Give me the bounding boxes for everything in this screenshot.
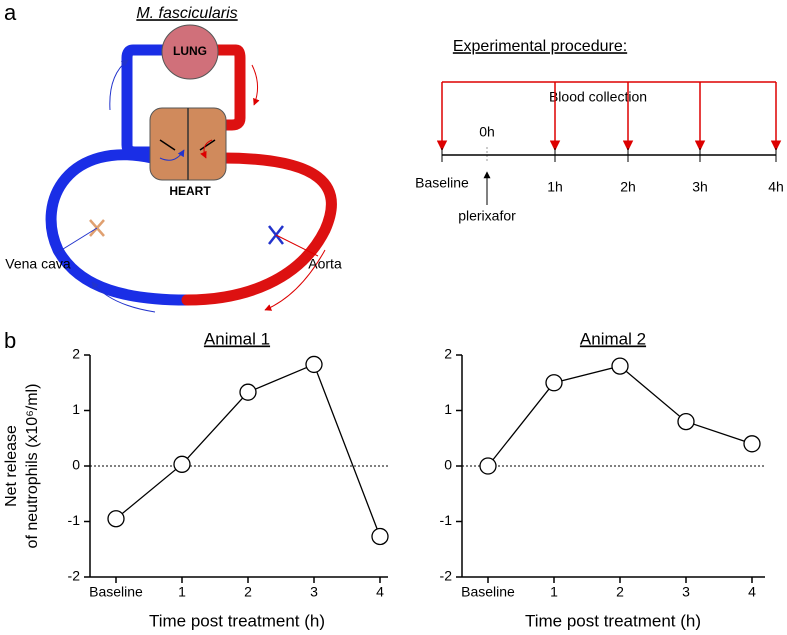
y-axis-label: Net release (3, 425, 20, 507)
x-tick-label: Baseline (461, 584, 515, 600)
vein-label: Vena cava (5, 256, 71, 272)
panel-label: b (4, 328, 16, 353)
y-tick-label: 0 (444, 457, 452, 473)
data-point (743, 435, 761, 453)
y-tick-label: -1 (68, 512, 81, 528)
y-tick-label: -2 (68, 568, 81, 584)
flow-arrow (200, 139, 213, 159)
x-tick-label: 3 (310, 584, 318, 600)
panel-label: a (4, 0, 17, 25)
flow-arrow (264, 249, 326, 311)
drug-label: plerixafor (458, 208, 516, 224)
artery-label: Aorta (308, 256, 342, 272)
heart-label: HEART (169, 184, 211, 198)
collection-label: Blood collection (549, 89, 647, 105)
x-tick-label: 1 (178, 584, 186, 600)
data-line (487, 365, 753, 467)
timepoint-label: 1h (547, 179, 563, 195)
y-tick-label: 2 (444, 346, 452, 362)
pointer (275, 234, 319, 257)
y-tick-label: -1 (440, 512, 453, 528)
flow-arrow (251, 64, 260, 106)
data-point (305, 355, 323, 374)
y-tick-label: 0 (72, 457, 80, 473)
chart-title: Animal 1 (204, 329, 270, 348)
procedure-title: Experimental procedure: (453, 38, 627, 55)
y-tick-label: 1 (444, 401, 452, 417)
pointer (54, 227, 98, 255)
zero-label: 0h (479, 124, 495, 140)
data-point (677, 412, 695, 431)
vessels (45, 44, 337, 306)
x-axis-label: Time post treatment (h) (525, 611, 701, 630)
x-tick-label: 1 (550, 584, 558, 600)
x-tick-label: 4 (376, 584, 384, 600)
x-tick-label: 2 (244, 584, 252, 600)
data-point (371, 527, 389, 546)
flow-arrow (91, 281, 156, 313)
x-tick-label: 3 (682, 584, 690, 600)
data-point (107, 510, 125, 528)
y-axis-label: of neutrophils (x10⁶/ml) (24, 384, 41, 549)
timepoint-label: 2h (620, 179, 636, 195)
chart-title: Animal 2 (580, 329, 646, 348)
timepoint-label: 3h (692, 179, 708, 195)
x-tick-label: 4 (748, 584, 756, 600)
timepoint-label: 4h (768, 179, 784, 195)
y-tick-label: -2 (440, 568, 453, 584)
data-point (611, 357, 629, 375)
x-axis-label: Time post treatment (h) (149, 611, 325, 630)
lung (161, 24, 219, 80)
data-point (479, 457, 497, 475)
data-point (545, 374, 563, 392)
y-tick-label: 2 (72, 346, 80, 362)
timepoint-label: Baseline (415, 175, 469, 191)
data-point (173, 455, 191, 473)
x-tick-label: Baseline (89, 584, 143, 600)
valves (159, 139, 216, 151)
y-tick-label: 1 (72, 401, 80, 417)
species-label: M. fascicularis (136, 5, 237, 22)
lung-label: LUNG (173, 44, 207, 58)
data-point (239, 383, 257, 401)
flow-arrow (159, 149, 185, 161)
x-tick-label: 2 (616, 584, 624, 600)
flow-arrow (109, 59, 129, 111)
